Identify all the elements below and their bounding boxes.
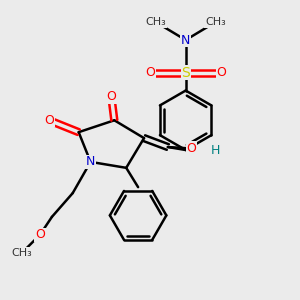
Text: CH₃: CH₃ [146,17,166,27]
Text: O: O [216,66,226,79]
Text: O: O [187,142,196,155]
Text: N: N [181,34,190,46]
Text: S: S [181,66,190,80]
Text: N: N [86,155,95,168]
Text: H: H [211,143,220,157]
Text: O: O [44,114,54,127]
Text: CH₃: CH₃ [12,248,33,257]
Text: O: O [106,90,116,103]
Text: CH₃: CH₃ [205,17,226,27]
Text: O: O [35,228,45,241]
Text: O: O [145,66,155,79]
